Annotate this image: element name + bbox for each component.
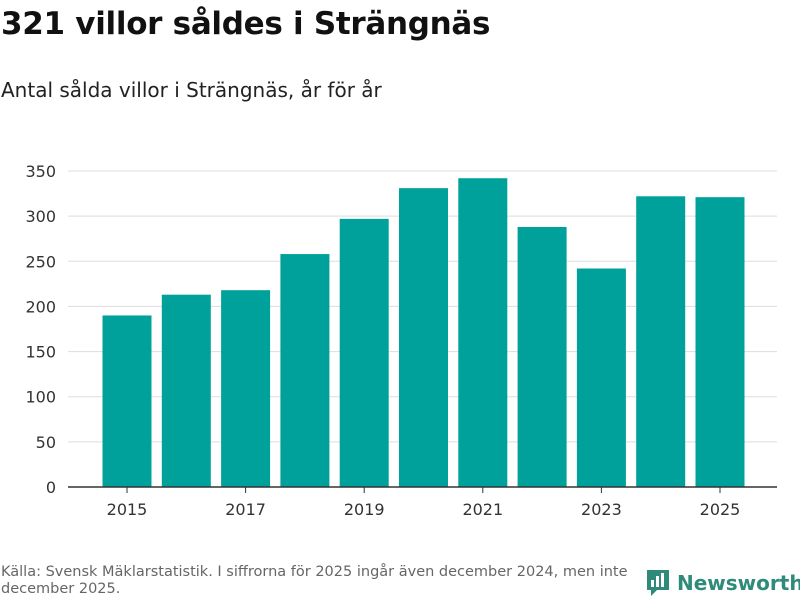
- bar-chart: 0 50 100 150 200 250 300 350 2015 2017 2019 2021 202…: [25, 162, 777, 519]
- bar-2015: [102, 315, 152, 487]
- y-tick-label: 150: [25, 343, 56, 362]
- source-note: Källa: Svensk Mäklarstatistik. I siffror…: [1, 564, 628, 597]
- bar-2020: [399, 188, 448, 487]
- x-tick-label: 2015: [107, 500, 148, 519]
- bar-2024: [636, 196, 686, 487]
- y-tick-label: 0: [46, 478, 56, 497]
- x-tick-label: 2025: [700, 500, 741, 519]
- bar-2017: [221, 290, 271, 487]
- brand-logo: Newsworthy: [645, 568, 800, 598]
- y-tick-label: 50: [36, 433, 56, 452]
- x-tick-label: 2023: [581, 500, 622, 519]
- bar-2025: [695, 197, 745, 487]
- newsworthy-logo-icon: [647, 570, 669, 596]
- x-tick-label: 2021: [462, 500, 503, 519]
- y-tick-label: 350: [25, 162, 56, 181]
- y-tick-label: 300: [25, 207, 56, 226]
- bar-2021: [458, 178, 508, 488]
- y-tick-label: 100: [25, 388, 56, 407]
- x-tick-label: 2019: [344, 500, 385, 519]
- bar-2018: [280, 254, 330, 487]
- bar-2022: [517, 226, 567, 487]
- chart-subtitle: Antal sålda villor i Strängnäs, år för å…: [1, 78, 382, 102]
- chart-title: 321 villor såldes i Strängnäs: [1, 6, 491, 42]
- bar-2016: [161, 294, 211, 487]
- y-tick-label: 200: [25, 297, 56, 316]
- bar-2019: [339, 218, 389, 487]
- y-tick-label: 250: [25, 252, 56, 271]
- brand-name: Newsworthy: [677, 571, 800, 595]
- x-tick-label: 2017: [225, 500, 266, 519]
- bar-2023: [576, 268, 626, 487]
